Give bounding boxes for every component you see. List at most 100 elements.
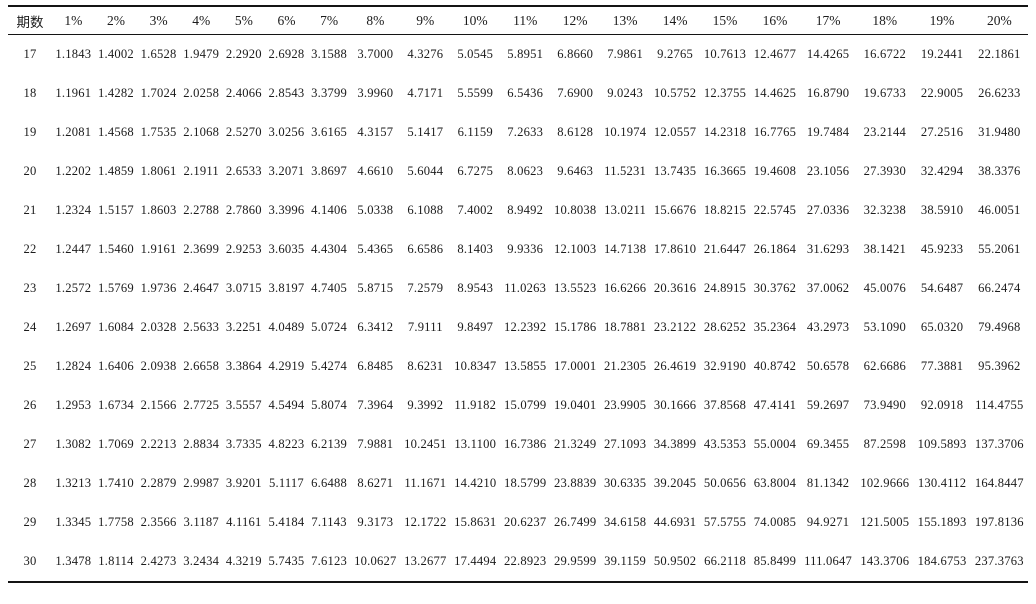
- factor-cell: 2.3699: [183, 242, 220, 256]
- factor-cell: 1.9161: [140, 242, 177, 256]
- factor-cell: 35.2364: [753, 320, 797, 334]
- factor-cell: 17.4494: [454, 554, 497, 568]
- factor-cell: 2.1566: [140, 398, 177, 412]
- factor-cell: 3.7335: [225, 437, 262, 451]
- factor-cell: 22.1861: [978, 47, 1021, 61]
- factor-cell: 5.1117: [268, 476, 304, 490]
- factor-cell: 38.1421: [863, 242, 906, 256]
- rate-column-header: 14%: [650, 6, 701, 35]
- factor-cell: 1.7069: [98, 437, 134, 451]
- factor-cell: 8.6231: [407, 359, 444, 373]
- rate-column-header: 4%: [179, 6, 223, 35]
- factor-cell: 20.3616: [653, 281, 697, 295]
- factor-cell: 87.2598: [863, 437, 906, 451]
- factor-cell: 7.2579: [407, 281, 444, 295]
- factor-cell: 55.2061: [978, 242, 1021, 256]
- factor-cell: 1.2953: [55, 398, 92, 412]
- factor-cell: 3.1588: [311, 47, 347, 61]
- header-row: 期数 1% 2% 3% 4% 5% 6% 7% 8% 9% 10% 11% 12% 13% 14% 15% 16…: [8, 6, 1028, 35]
- factor-cell: 184.6753: [917, 554, 967, 568]
- factor-cell: 6.3412: [357, 320, 394, 334]
- factor-cell: 39.2045: [653, 476, 697, 490]
- factor-cell: 2.2213: [140, 437, 177, 451]
- factor-cell: 18.7881: [603, 320, 647, 334]
- factor-cell: 4.3276: [407, 47, 444, 61]
- rate-column-header: 7%: [307, 6, 351, 35]
- factor-cell: 19.6733: [863, 86, 906, 100]
- period-cell: 30: [23, 554, 37, 568]
- factor-cell: 32.4294: [920, 164, 964, 178]
- factor-cell: 12.0557: [653, 125, 697, 139]
- table-row: 24 1.2697 1.6084 2.0328 2.5633 3.2251 4.0489 5.…: [8, 308, 1028, 347]
- factor-cell: 3.7000: [357, 47, 394, 61]
- table-row: 23 1.2572 1.5769 1.9736 2.4647 3.0715 3.8197 4.…: [8, 269, 1028, 308]
- table-row: 20 1.2202 1.4859 1.8061 2.1911 2.6533 3.2071 3.…: [8, 152, 1028, 191]
- period-cell: 28: [23, 476, 37, 490]
- factor-cell: 22.5745: [753, 203, 797, 217]
- rate-column-header: 20%: [970, 6, 1028, 35]
- factor-cell: 3.3799: [311, 86, 347, 100]
- factor-cell: 143.3706: [860, 554, 910, 568]
- factor-cell: 22.9005: [920, 86, 964, 100]
- factor-cell: 10.1974: [603, 125, 647, 139]
- factor-cell: 7.9881: [357, 437, 394, 451]
- factor-cell: 13.0211: [604, 203, 647, 217]
- factor-cell: 13.5523: [553, 281, 597, 295]
- factor-cell: 1.9479: [183, 47, 220, 61]
- factor-cell: 2.6658: [183, 359, 220, 373]
- factor-cell: 111.0647: [804, 554, 853, 568]
- factor-cell: 30.6335: [603, 476, 647, 490]
- factor-cell: 4.2919: [268, 359, 305, 373]
- factor-cell: 45.0076: [863, 281, 906, 295]
- factor-cell: 3.6165: [311, 125, 347, 139]
- factor-cell: 1.7535: [140, 125, 177, 139]
- factor-cell: 1.9736: [140, 281, 177, 295]
- rate-column-header: 6%: [265, 6, 308, 35]
- factor-cell: 1.2572: [55, 281, 92, 295]
- factor-cell: 11.1671: [404, 476, 447, 490]
- factor-cell: 10.5752: [653, 86, 697, 100]
- factor-cell: 2.1068: [183, 125, 220, 139]
- factor-cell: 1.1961: [55, 86, 92, 100]
- factor-cell: 40.8742: [753, 359, 797, 373]
- factor-cell: 5.6044: [407, 164, 444, 178]
- factor-cell: 2.9253: [225, 242, 262, 256]
- factor-cell: 1.8603: [140, 203, 177, 217]
- factor-cell: 12.1003: [553, 242, 597, 256]
- factor-cell: 3.2434: [183, 554, 220, 568]
- factor-cell: 11.9182: [454, 398, 497, 412]
- factor-cell: 7.6900: [557, 86, 594, 100]
- period-cell: 17: [23, 47, 37, 61]
- factor-cell: 4.0489: [268, 320, 305, 334]
- factor-cell: 7.6123: [311, 554, 347, 568]
- factor-cell: 9.3992: [407, 398, 444, 412]
- factor-cell: 9.0243: [607, 86, 644, 100]
- factor-cell: 15.0799: [504, 398, 547, 412]
- table-row: 17 1.1843 1.4002 1.6528 1.9479 2.2920 2.6928 3.…: [8, 35, 1028, 75]
- factor-cell: 14.4210: [454, 476, 497, 490]
- factor-cell: 5.8951: [507, 47, 544, 61]
- factor-cell: 2.5633: [183, 320, 220, 334]
- factor-cell: 53.1090: [863, 320, 906, 334]
- factor-cell: 137.3706: [974, 437, 1024, 451]
- factor-cell: 21.6447: [703, 242, 747, 256]
- factor-cell: 5.4184: [268, 515, 305, 529]
- factor-cell: 4.8223: [268, 437, 305, 451]
- factor-cell: 114.4755: [975, 398, 1024, 412]
- factor-cell: 1.6406: [98, 359, 134, 373]
- factor-cell: 3.9201: [225, 476, 262, 490]
- factor-cell: 8.1403: [457, 242, 494, 256]
- factor-cell: 7.4002: [457, 203, 494, 217]
- factor-cell: 19.2441: [920, 47, 964, 61]
- factor-cell: 9.8497: [457, 320, 494, 334]
- factor-cell: 2.0258: [183, 86, 220, 100]
- factor-cell: 237.3763: [974, 554, 1024, 568]
- factor-cell: 8.9492: [507, 203, 544, 217]
- factor-cell: 6.1159: [457, 125, 493, 139]
- factor-cell: 10.8347: [454, 359, 497, 373]
- factor-cell: 27.1093: [603, 437, 647, 451]
- period-cell: 23: [23, 281, 37, 295]
- factor-cell: 3.3864: [225, 359, 262, 373]
- rate-column-header: 9%: [400, 6, 451, 35]
